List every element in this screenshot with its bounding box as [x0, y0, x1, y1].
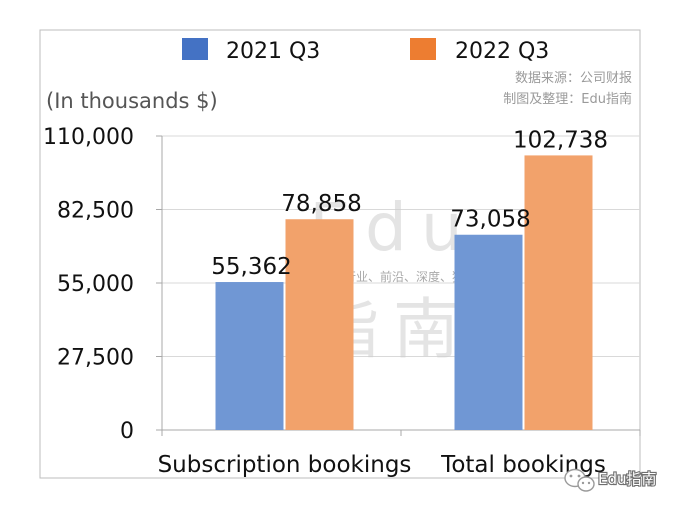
legend-swatch-2022-q3: [410, 38, 436, 60]
legend-label-2022-q3: 2022 Q3: [455, 39, 549, 64]
source-line-2: 制图及整理：Edu指南: [503, 91, 632, 107]
bars: [215, 155, 593, 430]
data-label: 73,058: [450, 207, 530, 233]
legend-swatch-2021-q3: [182, 38, 208, 60]
y-tick-label: 82,500: [57, 199, 134, 224]
y-axis-ticks: 0 27,500 55,000 82,500 110,000: [43, 125, 134, 444]
y-tick-label: 55,000: [57, 272, 134, 297]
data-labels: 55,362 78,858 73,058 102,738: [211, 127, 608, 280]
brand-badge: Edu指南: [564, 468, 658, 492]
x-axis-categories: Subscription bookings Total bookings: [158, 452, 606, 478]
legend: 2021 Q3 2022 Q3: [182, 38, 549, 64]
x-category-label: Subscription bookings: [158, 452, 412, 478]
bar-2021-q3-subscription: [215, 282, 284, 430]
bar-2022-q3-total: [524, 155, 593, 430]
source-line-1: 数据来源：公司财报: [515, 71, 632, 86]
y-tick-label: 110,000: [43, 125, 134, 150]
data-label: 102,738: [513, 127, 608, 153]
wechat-icon: [564, 468, 595, 492]
bar-2022-q3-subscription: [285, 219, 354, 430]
bar-2021-q3-total: [454, 234, 523, 430]
watermark-tagline: 教育行业、前沿、深度、独家: [320, 269, 476, 284]
legend-label-2021-q3: 2021 Q3: [226, 39, 320, 64]
brand-text: Edu指南: [598, 470, 657, 488]
y-tick-label: 27,500: [57, 346, 134, 371]
y-tick-label: 0: [120, 419, 134, 444]
unit-label: (In thousands $): [46, 89, 218, 113]
data-label: 78,858: [281, 191, 361, 217]
data-label: 55,362: [211, 254, 291, 280]
